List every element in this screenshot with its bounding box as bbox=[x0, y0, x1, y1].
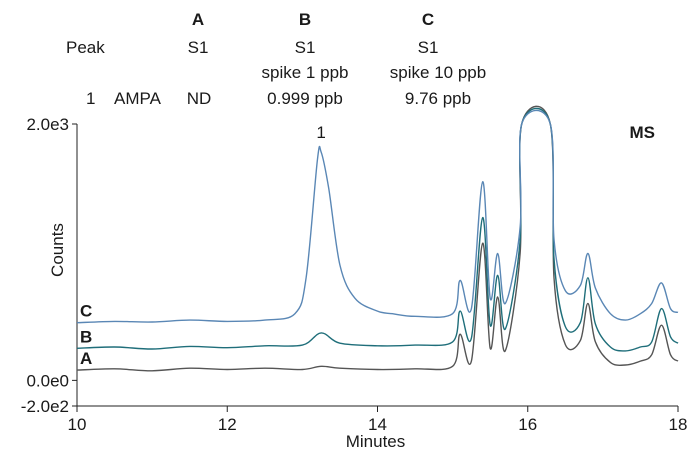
sample-b: S1 bbox=[294, 38, 316, 57]
result-c: 9.76 ppb bbox=[404, 89, 472, 108]
peak-header: Peak bbox=[66, 38, 105, 57]
trace-label-b: B bbox=[80, 327, 92, 346]
header-letter-b: B bbox=[298, 10, 312, 29]
spike-c: spike 10 ppb bbox=[389, 63, 487, 82]
x-axis-label: Minutes bbox=[346, 432, 406, 451]
y-tick-label-2: -2.0e2 bbox=[21, 397, 69, 416]
x-tick-label-16: 16 bbox=[518, 415, 537, 434]
series-line-b bbox=[76, 107, 679, 352]
header-letter-c: C bbox=[421, 10, 435, 29]
x-tick-label-18: 18 bbox=[669, 415, 688, 434]
analyte-name: AMPA bbox=[114, 89, 161, 108]
peak-number: 1 bbox=[86, 89, 96, 108]
x-tick-label-14: 14 bbox=[368, 415, 387, 434]
sample-a: S1 bbox=[187, 38, 209, 57]
x-tick-label-12: 12 bbox=[218, 415, 237, 434]
spike-b: spike 1 ppb bbox=[261, 63, 349, 82]
header-letter-a: A bbox=[191, 10, 205, 29]
y-tick-label-0: 2.0e3 bbox=[26, 115, 69, 134]
x-tick-label-10: 10 bbox=[68, 415, 87, 434]
result-b: 0.999 ppb bbox=[267, 89, 343, 108]
y-axis-label: Counts bbox=[48, 223, 67, 277]
series-line-c bbox=[76, 109, 679, 324]
result-a: ND bbox=[186, 89, 212, 108]
trace-label-c: C bbox=[80, 302, 92, 321]
trace-label-a: A bbox=[80, 349, 92, 368]
ms-mode-label: MS bbox=[630, 123, 656, 142]
peak-1-annotation: 1 bbox=[316, 123, 325, 142]
sample-c: S1 bbox=[417, 38, 439, 57]
series-line-a bbox=[76, 105, 679, 372]
y-tick-label-1: 0.0e0 bbox=[26, 371, 69, 390]
